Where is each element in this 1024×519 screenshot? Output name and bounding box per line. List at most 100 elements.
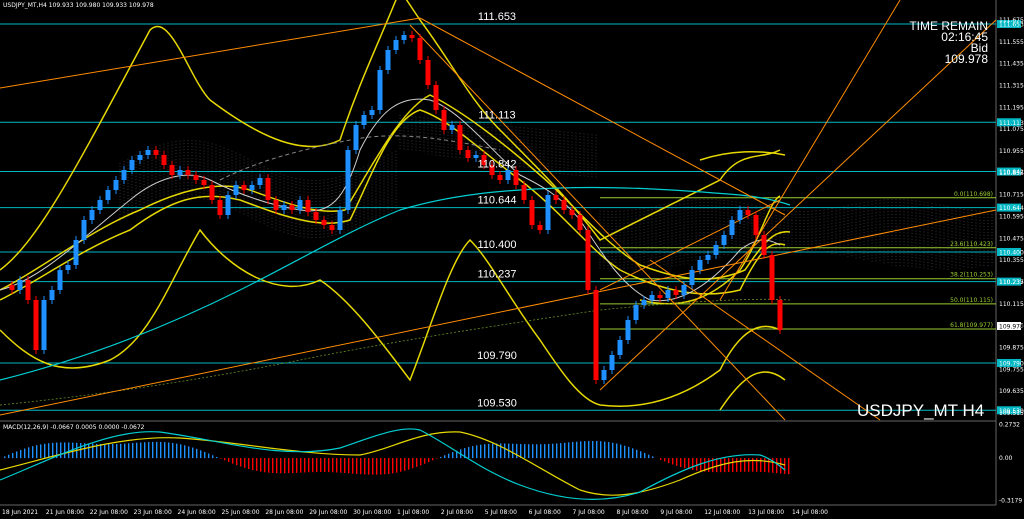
macd-bar — [396, 458, 398, 473]
macd-bar — [288, 458, 290, 474]
macd-bar — [268, 458, 270, 473]
candle-body — [57, 270, 63, 290]
macd-bar — [40, 444, 42, 459]
time-tick: 6 Jul 08:00 — [529, 509, 561, 516]
time-tick: 9 Jul 08:00 — [660, 509, 692, 516]
time-tick: 2 Jul 08:00 — [441, 509, 473, 516]
macd-bar — [676, 458, 678, 466]
macd-bar — [256, 458, 258, 471]
candle-body — [97, 200, 103, 210]
candle-body — [249, 185, 255, 190]
macd-bar — [316, 458, 318, 473]
macd-bar — [576, 441, 578, 459]
macd-bar — [664, 458, 666, 462]
candle-body — [185, 170, 191, 175]
macd-bar — [184, 445, 186, 459]
macd-panel: 0.2732 0.00 -0.3179 — [0, 421, 1022, 505]
trend-line-up-3 — [599, 19, 997, 391]
macd-bar — [168, 442, 170, 459]
candle-body — [465, 150, 471, 158]
macd-bar — [324, 458, 326, 473]
macd-bar — [348, 458, 350, 474]
macd-bar — [456, 450, 458, 459]
candle-body — [681, 285, 687, 295]
candle-body — [65, 265, 71, 270]
time-tick: 12 Jul 08:00 — [704, 509, 740, 516]
macd-bar — [732, 458, 734, 472]
macd-bar — [88, 443, 90, 459]
macd-bar — [96, 443, 98, 459]
candle-body — [273, 200, 279, 210]
candle-body — [241, 185, 247, 190]
candle-body — [777, 300, 783, 330]
level-label: 110.842 — [478, 159, 517, 171]
time-tick: 5 Jul 08:00 — [485, 509, 517, 516]
macd-bar — [480, 444, 482, 459]
candle-body — [145, 150, 151, 155]
level-price-tag-text: 111.113 — [999, 120, 1024, 127]
macd-bar — [596, 441, 598, 459]
level-label: 110.644 — [478, 195, 517, 207]
price-tick: 109.515 — [999, 410, 1024, 417]
candle-body — [593, 290, 599, 380]
macd-bar — [112, 444, 114, 459]
trend-line-up-4 — [719, 0, 901, 301]
macd-bar — [120, 443, 122, 459]
price-tick: 111.315 — [999, 83, 1024, 90]
macd-bar — [688, 458, 690, 470]
candle-body — [401, 35, 407, 40]
macd-main-line — [0, 428, 786, 501]
macd-bar — [208, 453, 210, 459]
macd-bar — [52, 442, 54, 459]
macd-bar — [284, 458, 286, 474]
macd-bar — [84, 443, 86, 459]
time-tick: 7 Jul 08:00 — [573, 509, 605, 516]
macd-bar — [520, 444, 522, 459]
macd-bar — [776, 458, 778, 474]
macd-bar — [8, 454, 10, 459]
fibonacci-retracement: 0.0(110.698) 23.6(110.423) 38.2(110.253) 50… — [600, 191, 996, 330]
candle-body — [81, 220, 87, 240]
time-remain-panel: TIME REMAIN 02:16:45 Bid 109.978 — [909, 19, 988, 66]
macd-bar — [216, 456, 218, 459]
macd-bar — [744, 458, 746, 472]
symbol-header: USDJPY_MT,H4 109.933 109.980 109.933 109… — [3, 2, 154, 9]
bid-label: Bid — [971, 41, 988, 55]
macd-bar — [708, 458, 710, 472]
macd-bar — [440, 456, 442, 459]
macd-bar — [280, 458, 282, 474]
fib-label: 61.8(109.977) — [950, 322, 993, 329]
price-tick: 111.555 — [999, 39, 1024, 46]
macd-bar — [728, 458, 730, 473]
trend-line-down-2 — [409, 24, 786, 421]
candle-body — [193, 175, 199, 180]
macd-bar — [196, 448, 198, 459]
candle-body — [769, 255, 775, 300]
macd-bar — [512, 443, 514, 459]
level-label: 111.653 — [478, 11, 516, 23]
candle-body — [161, 155, 167, 165]
candle-body — [609, 355, 615, 370]
level-price-tag — [997, 20, 1021, 29]
macd-bar — [652, 456, 654, 459]
macd-bar — [336, 458, 338, 473]
time-tick: 24 Jun 08:00 — [178, 509, 216, 516]
macd-bar — [92, 443, 94, 459]
macd-bar — [680, 458, 682, 468]
candle-body — [537, 225, 543, 230]
macd-bar — [408, 458, 410, 470]
macd-bar — [204, 451, 206, 459]
macd-bar — [612, 442, 614, 459]
price-tick: 110.715 — [999, 192, 1024, 199]
candle-body — [217, 200, 223, 215]
candlesticks — [9, 31, 783, 384]
macd-bar — [584, 441, 586, 459]
candle-body — [641, 300, 647, 305]
level-price-tag — [997, 203, 1021, 212]
candle-body — [369, 110, 375, 115]
candle-body — [601, 370, 607, 380]
macd-bar — [468, 447, 470, 459]
level-labels: 111.653 111.113 110.842 110.644 110.400 110.2… — [477, 11, 517, 409]
